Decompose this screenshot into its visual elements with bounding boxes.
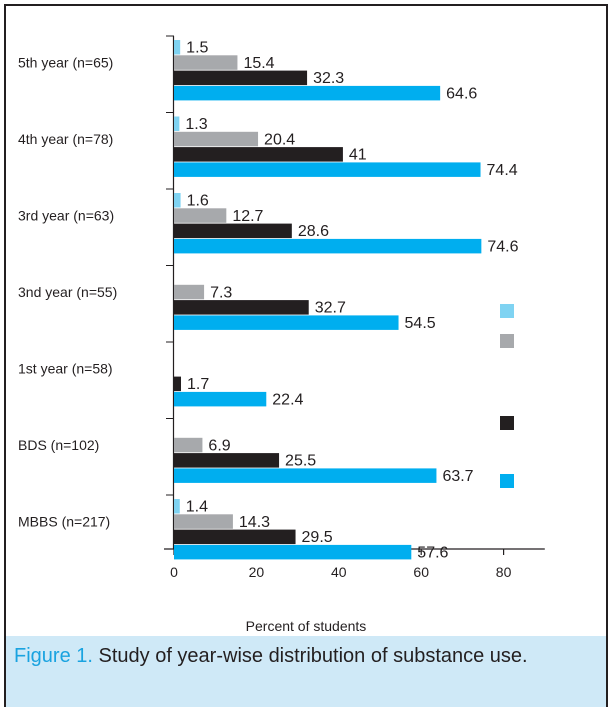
caption-text: Study of year-wise distribution of subst… bbox=[92, 645, 528, 667]
category-label: MBBS (n=217) bbox=[18, 514, 110, 530]
figure-frame: 0 20 40 60 80 5th year (n=65) 1.5 15.4 32.3 64.6… bbox=[4, 4, 608, 707]
category-label: 1st year (n=58) bbox=[18, 361, 113, 377]
bar bbox=[174, 529, 296, 545]
bar bbox=[174, 453, 280, 468]
data-label: 57.6 bbox=[417, 544, 448, 561]
bar bbox=[174, 468, 437, 483]
data-label: 32.7 bbox=[315, 300, 346, 317]
data-label: 1.7 bbox=[187, 376, 209, 393]
bar bbox=[174, 116, 180, 131]
figure-caption: Figure 1. Study of year-wise distributio… bbox=[6, 636, 606, 707]
bar bbox=[174, 376, 182, 392]
data-label: 15.4 bbox=[243, 55, 274, 72]
legend-swatch bbox=[500, 334, 514, 348]
category-label: 3rd year (n=63) bbox=[18, 208, 114, 224]
data-label: 29.5 bbox=[302, 529, 333, 546]
bar bbox=[174, 40, 181, 55]
bar-chart: 0 20 40 60 80 5th year (n=65) 1.5 15.4 32.3 64.6… bbox=[18, 35, 545, 580]
category-label: 3nd year (n=55) bbox=[18, 284, 117, 300]
legend-swatch bbox=[500, 416, 514, 430]
bar bbox=[174, 147, 343, 162]
data-label: 14.3 bbox=[239, 514, 270, 531]
data-label: 28.6 bbox=[298, 223, 329, 240]
data-label: 74.6 bbox=[487, 238, 518, 255]
category-label: 4th year (n=78) bbox=[18, 131, 113, 147]
x-tick-label: 40 bbox=[331, 564, 347, 580]
legend-swatch bbox=[500, 304, 514, 318]
x-tick-label: 20 bbox=[249, 564, 265, 580]
bar bbox=[174, 131, 259, 147]
category-label: 5th year (n=65) bbox=[18, 55, 113, 71]
data-label: 6.9 bbox=[208, 437, 230, 454]
x-tick-label: 0 bbox=[170, 564, 178, 580]
x-axis-label: Percent of students bbox=[245, 618, 367, 634]
bar bbox=[174, 315, 399, 330]
legend bbox=[500, 304, 514, 488]
bar bbox=[174, 391, 267, 407]
bar bbox=[174, 85, 441, 101]
bar bbox=[174, 499, 180, 514]
data-label: 41 bbox=[349, 147, 367, 164]
data-label: 20.4 bbox=[264, 131, 295, 148]
data-label: 1.3 bbox=[185, 116, 207, 133]
bar bbox=[174, 193, 181, 208]
data-label: 54.5 bbox=[405, 315, 436, 332]
data-label: 1.4 bbox=[186, 499, 208, 516]
bar bbox=[174, 514, 233, 529]
bar bbox=[174, 70, 308, 86]
data-label: 64.6 bbox=[446, 85, 477, 102]
category-label: BDS (n=102) bbox=[18, 437, 99, 453]
bar bbox=[174, 55, 238, 70]
data-label: 1.6 bbox=[187, 193, 209, 210]
data-label: 74.4 bbox=[487, 162, 518, 179]
data-label: 25.5 bbox=[285, 453, 316, 470]
legend-swatch bbox=[500, 474, 514, 488]
caption-label: Figure 1. bbox=[14, 645, 93, 667]
x-tick-label: 60 bbox=[413, 564, 429, 580]
data-label: 32.3 bbox=[313, 70, 344, 87]
labels: 5th year (n=65) 1.5 15.4 32.3 64.6 4th year (… bbox=[18, 40, 519, 562]
data-label: 7.3 bbox=[210, 284, 232, 301]
bar bbox=[174, 437, 203, 453]
data-label: 1.5 bbox=[186, 40, 208, 57]
data-label: 63.7 bbox=[442, 468, 473, 485]
bar bbox=[174, 238, 482, 254]
bars bbox=[174, 40, 482, 560]
x-tick-label: 80 bbox=[496, 564, 512, 580]
data-label: 22.4 bbox=[272, 391, 303, 408]
bar bbox=[174, 208, 227, 223]
bar bbox=[174, 223, 292, 239]
bar bbox=[174, 300, 309, 315]
data-label: 12.7 bbox=[232, 208, 263, 225]
bar bbox=[174, 544, 412, 560]
bar bbox=[174, 284, 205, 300]
bar bbox=[174, 162, 481, 177]
